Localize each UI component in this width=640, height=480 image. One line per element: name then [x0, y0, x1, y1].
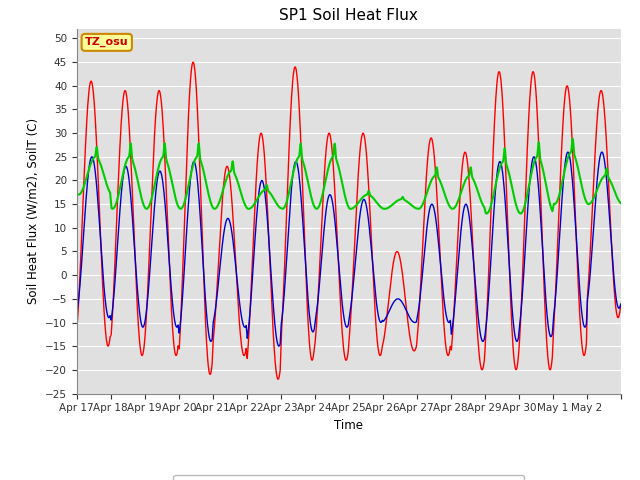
sp1_SHF_2	[325, 131, 333, 136]
sp1_SHF_1	[611, 280, 618, 286]
sp1_SHF_1	[73, 309, 81, 315]
sp1_SHF_1	[557, 213, 564, 218]
sp1_SHF_2	[275, 376, 282, 382]
sp1_SHF_T	[324, 167, 332, 172]
sp1_SHF_2	[189, 60, 197, 65]
sp1_SHF_T	[483, 211, 490, 216]
Line: sp1_SHF_2: sp1_SHF_2	[77, 62, 621, 379]
Line: sp1_SHF_1: sp1_SHF_1	[77, 152, 621, 346]
sp1_SHF_T	[611, 188, 618, 193]
sp1_SHF_1	[598, 149, 606, 155]
Title: SP1 Soil Heat Flux: SP1 Soil Heat Flux	[280, 9, 418, 24]
sp1_SHF_T	[335, 163, 342, 169]
sp1_SHF_T	[617, 200, 625, 206]
Legend: sp1_SHF_2, sp1_SHF_1, sp1_SHF_T: sp1_SHF_2, sp1_SHF_1, sp1_SHF_T	[173, 475, 524, 480]
sp1_SHF_1	[158, 173, 166, 179]
sp1_SHF_T	[73, 191, 81, 197]
sp1_SHF_2	[557, 154, 565, 159]
sp1_SHF_2	[335, 275, 343, 280]
sp1_SHF_2	[611, 290, 618, 296]
sp1_SHF_2	[73, 325, 81, 331]
Y-axis label: Soil Heat Flux (W/m2), SoilT (C): Soil Heat Flux (W/m2), SoilT (C)	[26, 118, 40, 304]
sp1_SHF_1	[617, 301, 625, 307]
sp1_SHF_1	[324, 194, 332, 200]
sp1_SHF_T	[557, 185, 564, 191]
sp1_SHF_2	[158, 105, 166, 110]
sp1_SHF_T	[158, 155, 166, 161]
Text: TZ_osu: TZ_osu	[85, 37, 129, 48]
Line: sp1_SHF_T: sp1_SHF_T	[77, 139, 621, 214]
sp1_SHF_1	[335, 262, 342, 267]
sp1_SHF_1	[477, 335, 485, 341]
sp1_SHF_T	[477, 197, 484, 203]
X-axis label: Time: Time	[334, 419, 364, 432]
sp1_SHF_T	[569, 136, 577, 142]
sp1_SHF_1	[275, 343, 283, 349]
sp1_SHF_2	[617, 302, 625, 308]
sp1_SHF_2	[477, 366, 485, 372]
